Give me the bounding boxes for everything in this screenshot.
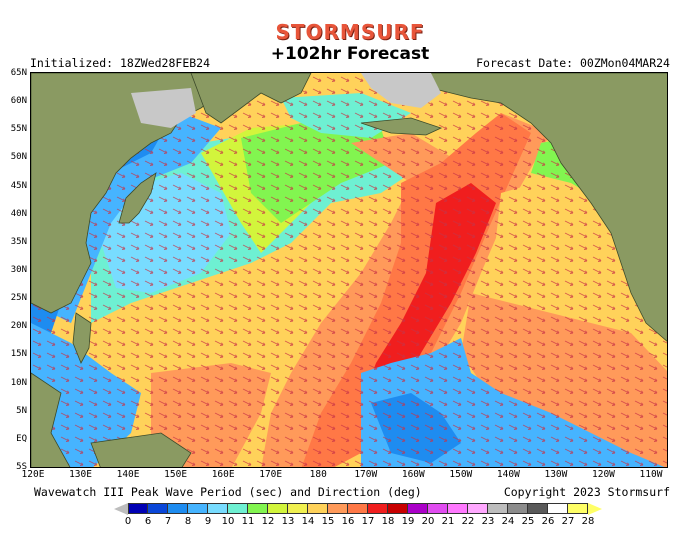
legend-swatch: [408, 503, 428, 514]
north-america-landmass: [410, 73, 667, 342]
philippines-landmass: [72, 312, 92, 364]
legend-swatch: [228, 503, 248, 514]
legend-swatch: [288, 503, 308, 514]
legend-swatch: [188, 503, 208, 514]
forecast-title: +102hr Forecast: [270, 44, 430, 64]
lon-label: 140E: [116, 469, 140, 480]
longitude-axis: 120E 130E 140E 150E 160E 170E 180 170W 160W 150W 1…: [0, 469, 700, 483]
legend-tick-label: 7: [164, 516, 172, 527]
legend-color-scale: [128, 503, 588, 514]
lat-label: 55N: [10, 124, 27, 135]
lat-label: 5S: [16, 462, 27, 472]
lon-label: 150E: [164, 469, 188, 480]
legend-tick-label: 28: [581, 516, 595, 527]
legend-tick-label: 10: [221, 516, 235, 527]
lat-label: 65N: [10, 68, 27, 78]
lon-label: 120W: [592, 469, 615, 480]
lon-label: 110W: [639, 469, 663, 480]
legend-swatch: [428, 503, 448, 514]
legend-tick-label: 25: [521, 516, 535, 527]
lat-label: 35N: [10, 236, 27, 247]
legend-swatch: [248, 503, 268, 514]
kamchatka-landmass: [190, 73, 312, 124]
southeast-asia-landmass: [31, 372, 71, 467]
lon-label: 170W: [354, 469, 378, 480]
legend-tick-label: 27: [561, 516, 575, 527]
legend-swatch: [468, 503, 488, 514]
new-guinea-landmass: [90, 432, 192, 467]
legend-right-arrow: [588, 503, 602, 515]
legend-swatch: [568, 503, 588, 514]
legend-tick-label: 23: [481, 516, 495, 527]
lon-label: 150W: [449, 469, 473, 480]
okhotsk-ice: [131, 88, 196, 128]
lon-label: 160W: [401, 469, 425, 480]
lon-label: 140W: [496, 469, 520, 480]
legend-tick-label: 0: [124, 516, 132, 527]
legend-swatch: [328, 503, 348, 514]
legend-swatch: [488, 503, 508, 514]
legend-swatch: [208, 503, 228, 514]
legend-tick-label: 21: [441, 516, 455, 527]
legend-tick-label: 20: [421, 516, 435, 527]
legend-tick-label: 8: [184, 516, 192, 527]
latitude-axis: 65N 60N 55N 50N 45N 40N 35N 30N 25N 20N 15N 10N 5N EQ…: [0, 0, 30, 540]
legend-left-arrow: [114, 503, 128, 515]
lat-label: 40N: [10, 208, 27, 219]
lon-label: 170E: [259, 469, 283, 480]
lat-label: 20N: [10, 321, 27, 332]
legend-tick-label: 19: [401, 516, 415, 527]
legend-tick-label: 17: [361, 516, 375, 527]
legend-swatch: [148, 503, 168, 514]
legend-swatch: [128, 503, 148, 514]
lon-label: 130W: [544, 469, 568, 480]
legend-swatch: [348, 503, 368, 514]
lat-label: 30N: [10, 265, 27, 275]
lat-label: 10N: [10, 377, 27, 388]
legend-swatch: [388, 503, 408, 514]
initialized-label: Initialized: 18ZWed28FEB24: [30, 56, 211, 70]
wave-period-map: [30, 72, 668, 468]
lat-label: 60N: [10, 96, 27, 107]
legend-tick-label: 18: [381, 516, 395, 527]
ice-cover: [361, 73, 441, 108]
copyright-label: Copyright 2023 Stormsurf: [503, 485, 670, 499]
lon-label: 120E: [21, 469, 45, 480]
lat-label: 25N: [10, 293, 27, 304]
lat-label: 5N: [16, 405, 27, 416]
legend-swatch: [508, 503, 528, 514]
legend-tick-label: 15: [321, 516, 335, 527]
lat-label: 50N: [10, 152, 27, 163]
lon-label: 160E: [211, 469, 235, 480]
stormsurf-logo: STORMSURF: [275, 20, 425, 44]
alaska-peninsula: [360, 117, 443, 136]
legend-tick-label: 9: [204, 516, 212, 527]
legend-tick-label: 22: [461, 516, 475, 527]
legend-swatch: [168, 503, 188, 514]
legend-swatch: [368, 503, 388, 514]
legend-swatch: [448, 503, 468, 514]
japan-landmass: [118, 172, 157, 224]
period-legend: 0 6 7 8 9 10 11 12 13 14 15 16 17 18 19 20 21 22 23 24 25 26 2…: [114, 503, 602, 531]
legend-tick-label: 13: [281, 516, 295, 527]
lat-label: 45N: [10, 180, 27, 191]
lat-label: EQ: [16, 433, 27, 444]
legend-swatch: [268, 503, 288, 514]
lon-label: 180: [309, 469, 327, 480]
lat-label: 15N: [10, 349, 27, 360]
chart-caption: Wavewatch III Peak Wave Period (sec) and…: [34, 485, 422, 499]
legend-tick-label: 16: [341, 516, 355, 527]
legend-swatch: [308, 503, 328, 514]
lon-label: 130E: [69, 469, 92, 480]
legend-tick-label: 6: [144, 516, 152, 527]
legend-tick-label: 24: [501, 516, 515, 527]
legend-tick-label: 26: [541, 516, 555, 527]
legend-tick-label: 12: [261, 516, 275, 527]
legend-swatch: [548, 503, 568, 514]
map-canvas: [31, 73, 667, 467]
forecast-date-label: Forecast Date: 00ZMon04MAR24: [476, 56, 670, 70]
legend-tick-label: 11: [241, 516, 255, 527]
legend-swatch: [528, 503, 548, 514]
legend-tick-label: 14: [301, 516, 315, 527]
